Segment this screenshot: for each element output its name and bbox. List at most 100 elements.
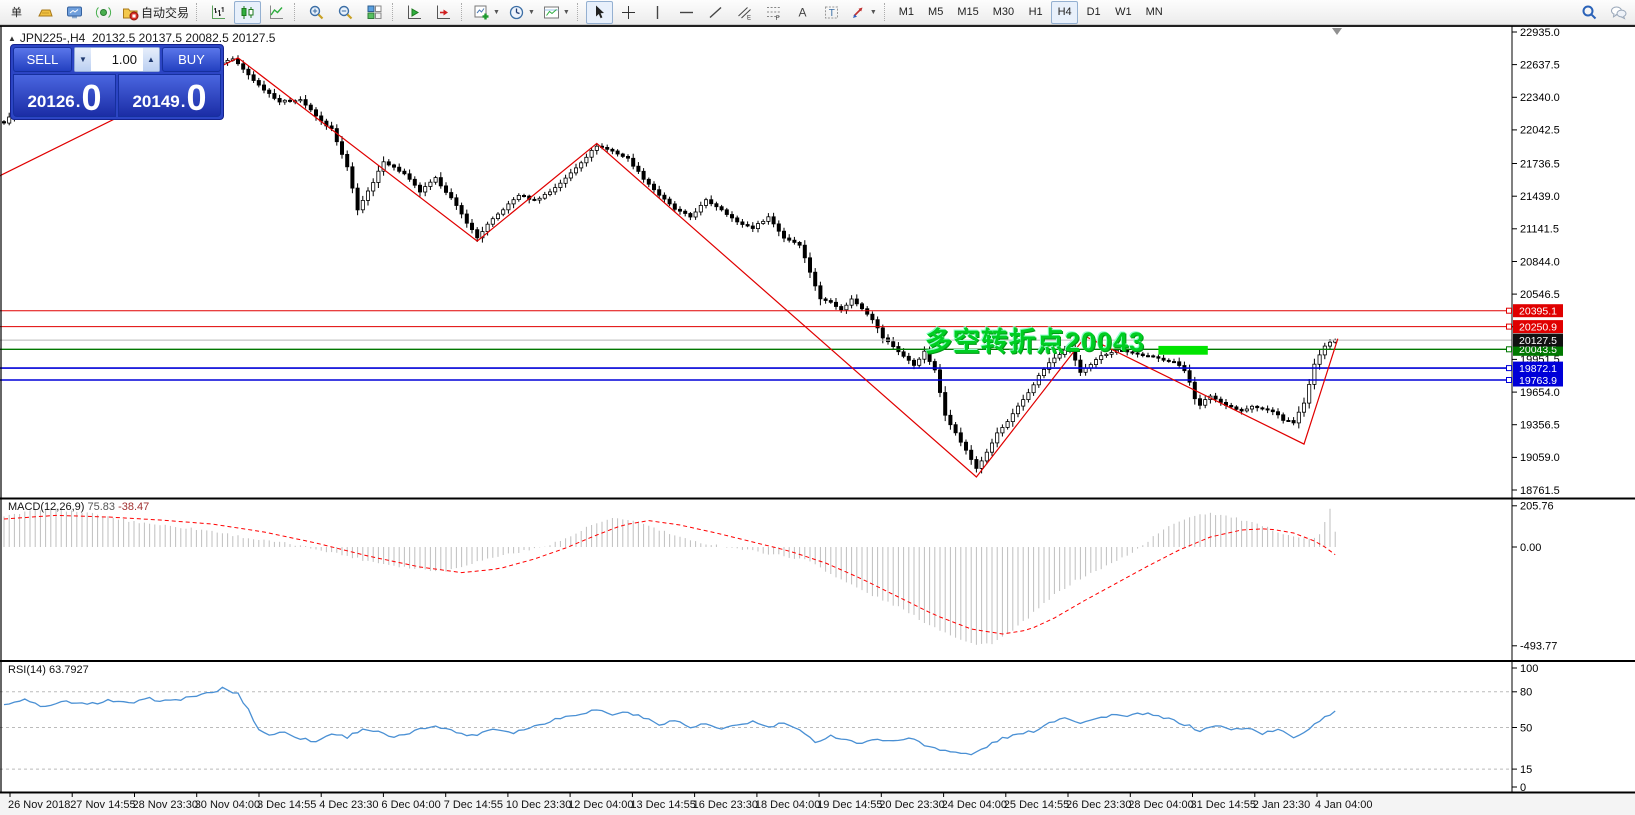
triangle-up-icon: ▲ xyxy=(147,55,155,64)
bars-chart-button[interactable] xyxy=(205,1,232,24)
zoom-in-button[interactable] xyxy=(303,1,330,24)
panel-borders xyxy=(0,25,1635,794)
collapse-icon[interactable]: ▲ xyxy=(8,34,16,43)
auto-scroll-button[interactable] xyxy=(401,1,428,24)
svg-text:A: A xyxy=(798,5,806,19)
buy-price-dot: . xyxy=(180,92,186,111)
tile-windows-button[interactable] xyxy=(361,1,388,24)
toolbar-separator xyxy=(883,3,888,21)
tf-h4-button[interactable]: H4 xyxy=(1051,0,1079,24)
arrows-button[interactable]: ▼ xyxy=(847,1,880,24)
svg-text:T: T xyxy=(829,8,835,19)
date-axis-label: 20 Dec 23:30 xyxy=(879,799,944,811)
rsi-name: RSI(14) xyxy=(8,664,46,676)
svg-text:19654.0: 19654.0 xyxy=(1520,387,1560,399)
templates-button[interactable]: ▼ xyxy=(540,1,573,24)
tf-m5-button[interactable]: M5 xyxy=(922,1,949,24)
date-axis-label: 30 Nov 04:00 xyxy=(195,799,260,811)
date-axis-label: 12 Dec 04:00 xyxy=(568,799,633,811)
vline-icon xyxy=(649,4,666,21)
date-axis-label: 24 Dec 04:00 xyxy=(942,799,1007,811)
dropdown-arrow-icon[interactable]: ▼ xyxy=(527,8,535,16)
tf-d1-button[interactable]: D1 xyxy=(1080,1,1107,24)
toolbar-separator xyxy=(392,3,396,21)
tf-m15-label: M15 xyxy=(957,6,979,18)
tf-m1-label: M1 xyxy=(898,6,915,18)
sell-button[interactable]: SELL xyxy=(13,47,72,72)
search-button[interactable] xyxy=(1576,1,1603,24)
toolbar-separator xyxy=(196,3,200,21)
new-order-label: 单 xyxy=(11,7,22,19)
tf-m30-button[interactable]: M30 xyxy=(987,1,1020,24)
svg-text:15: 15 xyxy=(1520,764,1532,776)
tf-m1-button[interactable]: M1 xyxy=(893,1,920,24)
tf-h1-button[interactable]: H1 xyxy=(1022,1,1049,24)
svg-text:22340.0: 22340.0 xyxy=(1520,92,1560,104)
textT-icon: T xyxy=(823,4,840,21)
svg-text:F: F xyxy=(775,15,779,21)
volume-increase-button[interactable]: ▲ xyxy=(143,48,159,71)
gold-button[interactable] xyxy=(32,1,59,24)
date-axis-label: 25 Dec 14:55 xyxy=(1004,799,1069,811)
fibonacci-button[interactable]: F xyxy=(760,1,787,24)
tf-m15-button[interactable]: M15 xyxy=(951,1,984,24)
macd-signal-line xyxy=(3,514,1336,635)
new-order-button[interactable]: 单 xyxy=(3,1,30,24)
date-axis-label: 26 Nov 2018 xyxy=(8,799,70,811)
dropdown-arrow-icon[interactable]: ▼ xyxy=(493,8,500,16)
chart-ohlc-values: 20132.5 20137.5 20082.5 20127.5 xyxy=(91,31,276,45)
tf-w1-button[interactable]: W1 xyxy=(1109,1,1138,24)
tf-mn-button[interactable]: MN xyxy=(1140,1,1169,24)
date-axis-label: 13 Dec 14:55 xyxy=(630,799,695,811)
new-chart-icon xyxy=(473,4,490,21)
chart-shift-button[interactable] xyxy=(430,1,457,24)
textA-icon: A xyxy=(794,4,811,21)
trend-line-button[interactable] xyxy=(702,1,729,24)
signals-button[interactable] xyxy=(90,1,117,24)
sell-price-button[interactable]: 20126. 0 xyxy=(13,74,116,117)
chart-shift-marker-icon[interactable] xyxy=(1332,28,1342,35)
terminal-button[interactable] xyxy=(61,1,88,24)
svg-text:-493.77: -493.77 xyxy=(1520,641,1557,653)
text-button[interactable]: A xyxy=(789,1,816,24)
candles-chart-button[interactable] xyxy=(234,0,262,24)
chat-button[interactable] xyxy=(1605,1,1632,24)
tf-w1-label: W1 xyxy=(1115,6,1132,18)
toolbar: 单 自动交易 ▼ ▼ ▼ E F A T ▼ M1 M5 M15 M30 H1 H4 D1 W1 MN xyxy=(0,0,1635,25)
tf-mn-label: MN xyxy=(1145,6,1163,18)
cursor-button[interactable] xyxy=(585,0,613,24)
horizontal-line-button[interactable] xyxy=(673,1,700,24)
svg-text:20844.0: 20844.0 xyxy=(1520,256,1560,268)
price-axis: 22935.0 22637.5 22340.0 22042.5 21736.5 21439… xyxy=(1506,26,1563,792)
volume-decrease-button[interactable]: ▼ xyxy=(75,48,91,71)
text-label-button[interactable]: T xyxy=(818,1,845,24)
zigzag-indicator-line xyxy=(0,57,1339,478)
crosshair-button[interactable] xyxy=(615,1,642,24)
svg-text:21141.5: 21141.5 xyxy=(1520,224,1559,236)
line-icon xyxy=(268,4,285,21)
svg-text:19872.1: 19872.1 xyxy=(1519,363,1557,375)
volume-input[interactable]: 1.00 xyxy=(111,52,137,67)
date-axis-label: 16 Dec 23:30 xyxy=(693,799,758,811)
dropdown-arrow-icon[interactable]: ▼ xyxy=(869,8,877,16)
svg-text:50: 50 xyxy=(1520,722,1532,734)
equidistant-channel-button[interactable]: E xyxy=(731,1,758,24)
zoom-out-button[interactable] xyxy=(332,1,359,24)
autotrading-button[interactable]: 自动交易 xyxy=(119,1,192,24)
sell-price-dot: . xyxy=(75,92,81,111)
new-chart-button[interactable]: ▼ xyxy=(470,1,503,24)
line-chart-button[interactable] xyxy=(263,1,290,24)
tf-m5-label: M5 xyxy=(928,6,944,18)
dropdown-arrow-icon[interactable]: ▼ xyxy=(562,8,570,16)
buy-price-button[interactable]: 20149. 0 xyxy=(118,74,221,117)
highlight-rectangle[interactable] xyxy=(1158,345,1208,355)
volume-control: ▼ 1.00 ▲ xyxy=(74,47,160,72)
vertical-line-button[interactable] xyxy=(644,1,671,24)
buy-button[interactable]: BUY xyxy=(162,47,221,72)
toolbar-separator xyxy=(294,3,298,21)
periods-button[interactable]: ▼ xyxy=(505,1,538,24)
svg-text:80: 80 xyxy=(1520,687,1532,699)
arrows-icon xyxy=(850,4,867,21)
